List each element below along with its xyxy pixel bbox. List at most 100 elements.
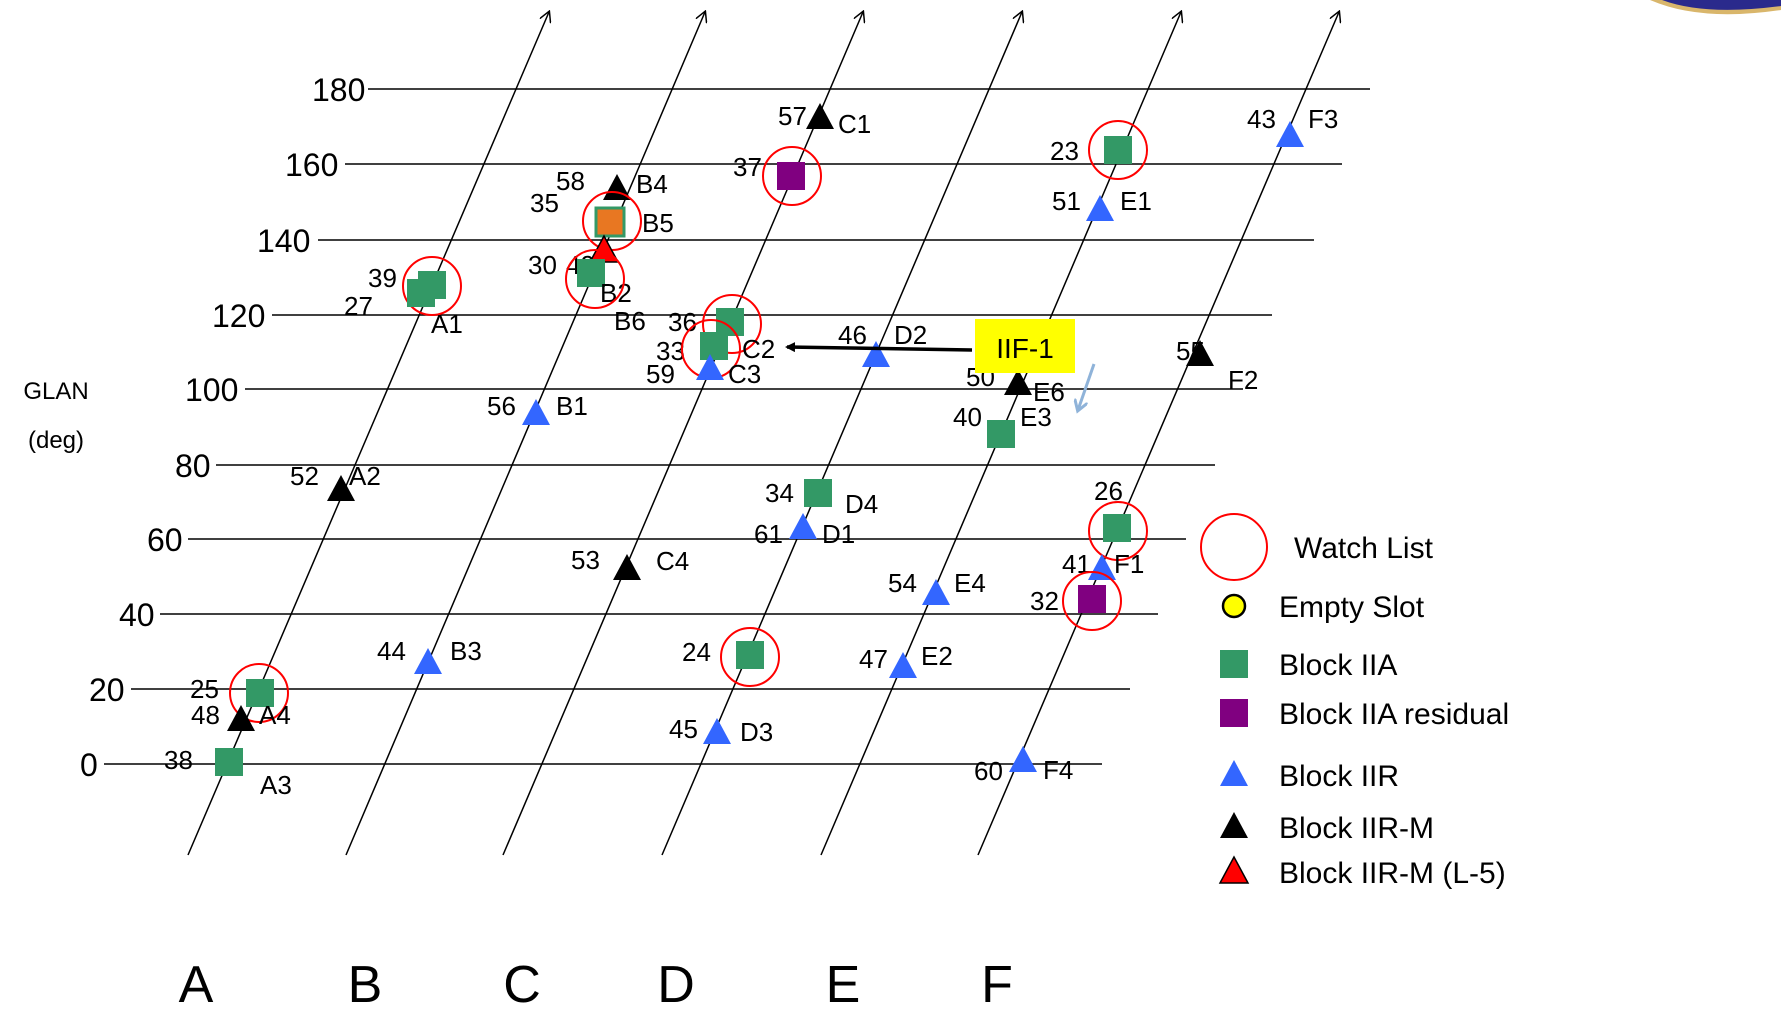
satellite-prn-label: 35	[530, 188, 559, 218]
tick-label: 180	[312, 72, 365, 108]
satellite-slot-label: E3	[1020, 402, 1052, 432]
satellite-prn-label: 41	[1062, 549, 1091, 579]
plane-axis-a	[187, 12, 549, 856]
satellite-marker	[1086, 195, 1114, 221]
satellite-marker	[804, 479, 832, 507]
satellite-prn-label: 36	[668, 307, 697, 337]
tick-label: 140	[257, 223, 310, 259]
plane-axis-f	[977, 12, 1339, 856]
watch-list-circle	[702, 294, 762, 354]
satellite-marker	[1104, 136, 1132, 164]
satellite-slot-label: E6	[1033, 377, 1065, 407]
satellite-prn-label: 57	[778, 101, 807, 131]
satellite-slot-label: A4	[259, 700, 291, 730]
tick-label: 60	[147, 522, 183, 558]
satellite-slot-label: F2	[1228, 365, 1258, 395]
tick-label: 40	[119, 597, 155, 633]
satellite-marker	[736, 641, 764, 669]
satellite-prn-label: 33	[656, 336, 685, 366]
satellite-prn-label: 39	[368, 263, 397, 293]
plane-label-a: A	[179, 956, 214, 1013]
plane-label-d: D	[657, 956, 695, 1013]
plane-axis-c	[502, 12, 863, 856]
satellite-marker	[1004, 369, 1032, 395]
satellite-slot-label: F4	[1043, 755, 1073, 785]
callout-box	[975, 319, 1075, 373]
watch-list-circle	[1062, 571, 1122, 631]
satellite-marker	[922, 579, 950, 605]
satellite-slot-label: B2	[600, 278, 632, 308]
plane-axis-d	[661, 12, 1022, 856]
satellite-slot-label: A1	[431, 309, 463, 339]
satellite-prn-label: 58	[556, 166, 585, 196]
plane-label-c: C	[503, 956, 541, 1013]
satellite-slot-label: D2	[894, 320, 927, 350]
satellite-prn-label: 37	[733, 152, 762, 182]
plane-label-b: B	[348, 956, 383, 1013]
satellite-marker	[594, 206, 626, 238]
legend-label: Block IIR-M (L-5)	[1279, 857, 1506, 890]
satellite-marker	[327, 475, 355, 501]
satellite-marker	[1276, 121, 1304, 147]
satellite-slot-label: B5	[642, 208, 674, 238]
satellite-marker	[522, 399, 550, 425]
callout-arrow-secondary	[1078, 363, 1096, 410]
watch-list-circle	[1088, 120, 1148, 180]
satellite-prn-label: 52	[290, 461, 319, 491]
legend-label: Watch List	[1294, 532, 1434, 565]
satellite-marker	[603, 174, 631, 200]
tick-label: 160	[285, 147, 338, 183]
satellite-slot-label: C2	[742, 334, 775, 364]
satellite-prn-label: 23	[1050, 136, 1079, 166]
satellite-slot-label: B1	[556, 391, 588, 421]
satellite-prn-label: 34	[765, 478, 794, 508]
satellite-prn-label: 32	[1030, 586, 1059, 616]
satellite-slot-label: E1	[1120, 186, 1152, 216]
satellite-prn-label: 60	[974, 756, 1003, 786]
satellite-marker	[577, 259, 605, 287]
watch-list-circle	[762, 146, 822, 206]
satellite-slot-label: F3	[1308, 104, 1338, 134]
iif1-callout: IIF-1	[785, 319, 1096, 410]
legend-label: Empty Slot	[1279, 591, 1425, 624]
satellite-marker	[789, 513, 817, 539]
callout-label: IIF-1	[996, 333, 1054, 364]
satellite-marker	[862, 341, 890, 367]
tick-label: 120	[212, 298, 265, 334]
satellite-marker	[1009, 746, 1037, 772]
satellite-slot-label: B3	[450, 636, 482, 666]
plane-labels: A B C D E F	[179, 956, 1013, 1013]
satellite-prn-label: 46	[838, 320, 867, 350]
legend-watch-symbol	[1200, 513, 1268, 581]
legend-label: Block IIR-M	[1279, 812, 1434, 845]
tick-label: 20	[89, 672, 125, 708]
axis-title-line2: (deg)	[28, 427, 84, 454]
satellite-slot-label: D3	[740, 717, 773, 747]
legend-symbol	[1220, 699, 1248, 727]
tick-label: 0	[80, 747, 98, 783]
satellite-markers: 57C13758B435B54930B23927A13633C2B659C346…	[164, 101, 1338, 800]
satellite-prn-label: 48	[191, 700, 220, 730]
satellite-prn-label: 53	[571, 545, 600, 575]
watch-list-circle	[1088, 501, 1148, 561]
satellite-prn-label: 54	[888, 568, 917, 598]
satellite-marker	[1103, 514, 1131, 542]
plane-label-f: F	[981, 956, 1013, 1013]
satellite-marker	[696, 354, 724, 380]
satellite-slot-label: C1	[838, 109, 871, 139]
legend-symbol	[1218, 855, 1250, 884]
satellite-slot-label: A2	[349, 461, 381, 491]
satellite-marker	[703, 718, 731, 744]
plane-label-e: E	[826, 956, 861, 1013]
legend-symbol	[1220, 760, 1248, 786]
satellite-prn-label: 56	[487, 391, 516, 421]
satellite-marker	[700, 332, 728, 360]
logo-fragment	[1650, 0, 1781, 15]
satellite-prn-label: 24	[682, 637, 711, 667]
satellite-slot-label: A3	[260, 770, 292, 800]
satellite-slot-label: C3	[728, 359, 761, 389]
legend-label: Block IIA residual	[1279, 698, 1509, 731]
axis-title-line1: GLAN	[23, 378, 88, 405]
satellite-prn-label: 59	[646, 359, 675, 389]
